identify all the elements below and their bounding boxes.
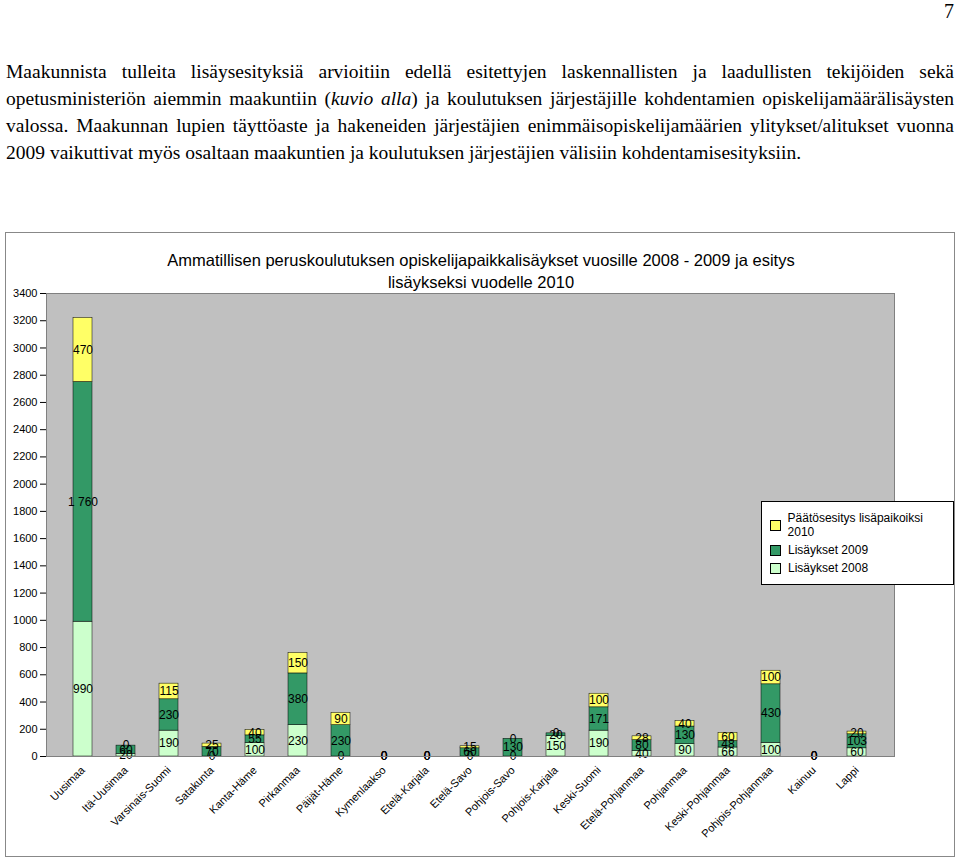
svg-text:1400: 1400 xyxy=(13,559,37,571)
svg-text:Kanta-Häme: Kanta-Häme xyxy=(207,764,259,816)
svg-text:2400: 2400 xyxy=(13,423,37,435)
svg-text:Etelä-Savo: Etelä-Savo xyxy=(427,764,474,811)
html-text:Lisäykset 2009: Lisäykset 2009 xyxy=(788,543,869,557)
svg-text:0: 0 xyxy=(553,726,560,740)
svg-text:1000: 1000 xyxy=(13,614,37,626)
svg-text:190: 190 xyxy=(159,736,179,750)
svg-text:Itä-Uusimaa: Itä-Uusimaa xyxy=(79,763,130,815)
svg-text:60: 60 xyxy=(850,745,864,760)
svg-text:60: 60 xyxy=(721,730,735,744)
svg-text:Päijät-Häme: Päijät-Häme xyxy=(293,763,345,815)
svg-text:2200: 2200 xyxy=(13,450,37,462)
svg-text:0: 0 xyxy=(380,749,388,764)
svg-text:40: 40 xyxy=(635,746,649,761)
svg-text:Uusimaa: Uusimaa xyxy=(48,763,88,803)
svg-text:Etelä-Pohjanmaa: Etelä-Pohjanmaa xyxy=(578,763,647,832)
svg-text:60: 60 xyxy=(119,742,133,757)
svg-text:Pohjois-Savo: Pohjois-Savo xyxy=(462,763,517,819)
svg-text:3200: 3200 xyxy=(13,314,37,326)
svg-text:Lappi: Lappi xyxy=(833,764,861,792)
svg-text:100: 100 xyxy=(761,670,781,684)
svg-text:150: 150 xyxy=(288,656,308,670)
svg-text:2800: 2800 xyxy=(13,369,37,381)
svg-text:90: 90 xyxy=(334,712,348,726)
svg-text:400: 400 xyxy=(19,696,37,708)
svg-text:20: 20 xyxy=(549,727,563,742)
svg-text:1200: 1200 xyxy=(13,587,37,599)
svg-text:0: 0 xyxy=(31,750,37,762)
svg-text:Pohjois-Karjala: Pohjois-Karjala xyxy=(499,763,560,824)
svg-text:Keski-Suomi: Keski-Suomi xyxy=(550,763,603,816)
svg-text:2600: 2600 xyxy=(13,396,37,408)
svg-text:190: 190 xyxy=(589,736,609,750)
svg-text:40: 40 xyxy=(678,717,692,731)
svg-text:0: 0 xyxy=(423,749,431,764)
svg-text:Kainuu: Kainuu xyxy=(785,764,818,797)
svg-text:230: 230 xyxy=(159,708,179,722)
html-text:Maakunnista tulleita lisäysesi: Maakunnista tulleita lisäysesityksiä arv… xyxy=(6,61,954,163)
svg-text:800: 800 xyxy=(19,641,37,653)
svg-text:200: 200 xyxy=(19,723,37,735)
svg-text:48: 48 xyxy=(721,737,735,752)
svg-text:3000: 3000 xyxy=(13,341,37,353)
svg-text:230: 230 xyxy=(331,734,351,748)
svg-text:0: 0 xyxy=(337,749,345,764)
svg-text:100: 100 xyxy=(245,742,265,757)
svg-text:Pirkanmaa: Pirkanmaa xyxy=(256,763,302,809)
svg-text:115: 115 xyxy=(159,684,178,698)
svg-text:40: 40 xyxy=(248,726,262,740)
svg-text:80: 80 xyxy=(635,738,649,753)
html-text:7: 7 xyxy=(944,0,954,22)
svg-text:130: 130 xyxy=(675,728,695,743)
svg-text:Kymenlaakso: Kymenlaakso xyxy=(332,763,388,819)
svg-text:2000: 2000 xyxy=(13,478,37,490)
html-text:Päätösesitys lisäpaikoiksi 201: Päätösesitys lisäpaikoiksi 2010 xyxy=(787,511,923,539)
svg-text:Pohjanmaa: Pohjanmaa xyxy=(641,763,689,812)
svg-text:100: 100 xyxy=(761,743,781,757)
svg-text:15: 15 xyxy=(463,740,477,754)
svg-text:150: 150 xyxy=(546,739,566,754)
svg-text:990: 990 xyxy=(73,682,93,696)
svg-text:130: 130 xyxy=(503,740,523,755)
svg-text:103: 103 xyxy=(847,734,867,749)
svg-text:1 760: 1 760 xyxy=(68,495,98,509)
svg-text:Keski-Pohjanmaa: Keski-Pohjanmaa xyxy=(662,763,732,834)
svg-text:0: 0 xyxy=(510,732,517,746)
svg-text:1800: 1800 xyxy=(13,505,37,517)
svg-text:28: 28 xyxy=(635,731,649,745)
svg-text:1600: 1600 xyxy=(13,532,37,544)
svg-text:25: 25 xyxy=(205,738,219,752)
svg-text:0: 0 xyxy=(123,738,130,752)
svg-text:Satakunta: Satakunta xyxy=(172,763,216,807)
svg-text:470: 470 xyxy=(73,343,93,357)
svg-text:20: 20 xyxy=(850,726,864,740)
svg-text:380: 380 xyxy=(288,692,308,706)
svg-text:230: 230 xyxy=(288,734,308,748)
svg-text:430: 430 xyxy=(761,706,781,720)
svg-text:Etelä-Karjala: Etelä-Karjala xyxy=(378,763,432,817)
svg-text:0: 0 xyxy=(810,749,818,764)
svg-text:600: 600 xyxy=(19,668,37,680)
html-text:Lisäykset 2008: Lisäykset 2008 xyxy=(788,561,869,575)
svg-text:171: 171 xyxy=(589,712,609,726)
svg-text:100: 100 xyxy=(589,693,609,707)
svg-text:90: 90 xyxy=(678,743,692,757)
html-text:Ammatillisen peruskoulutuksen: Ammatillisen peruskoulutuksen opiskelija… xyxy=(167,251,795,291)
svg-text:3400: 3400 xyxy=(13,287,37,299)
svg-text:Pohjois-Pohjanmaa: Pohjois-Pohjanmaa xyxy=(699,763,776,840)
svg-text:Varsinais-Suomi: Varsinais-Suomi xyxy=(108,764,173,829)
